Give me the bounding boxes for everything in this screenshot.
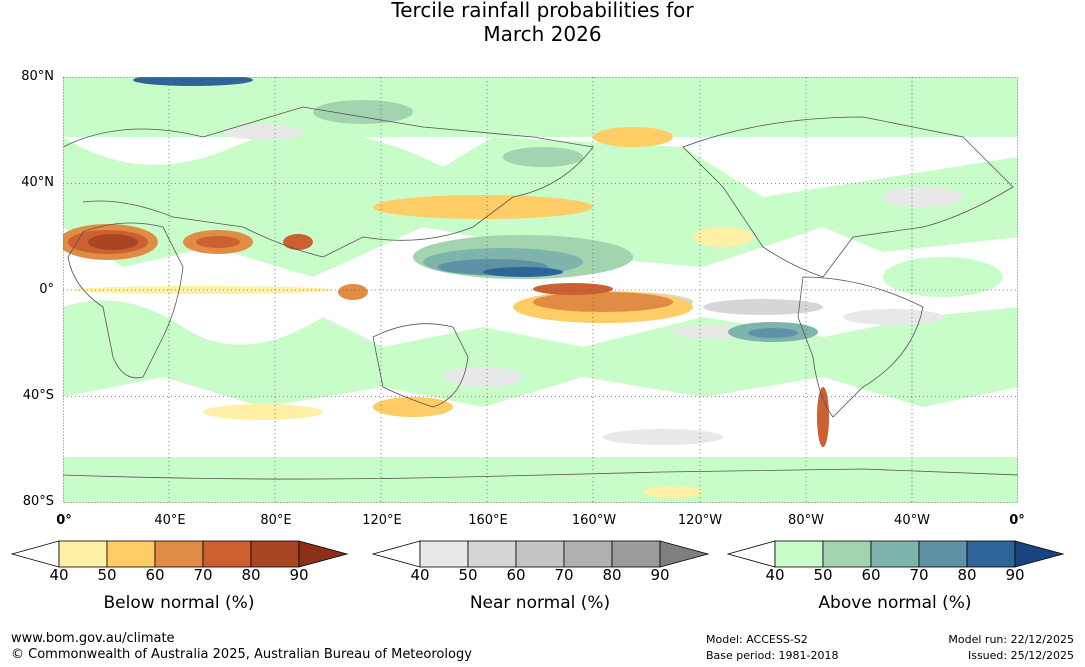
tick-below-50: 50 — [97, 566, 117, 584]
tick-below-40: 40 — [49, 566, 69, 584]
tick-below-80: 80 — [241, 566, 261, 584]
cbar-below-4 — [202, 540, 252, 568]
lon-label-40e: 40°E — [154, 513, 186, 528]
world-rainfall-map — [63, 77, 1018, 503]
south-america-coast — [797, 276, 924, 418]
tick-above-90: 90 — [1005, 566, 1025, 584]
north-america-coast — [682, 116, 1014, 278]
lat-label-80n: 80°N — [21, 69, 54, 84]
footer-model: Model: ACCESS-S2 — [706, 633, 808, 646]
coastlines — [63, 106, 1018, 480]
colorbar-above-label: Above normal (%) — [818, 593, 972, 613]
title-line-2: March 2026 — [483, 22, 602, 46]
tick-near-40: 40 — [410, 566, 430, 584]
africa-coast — [67, 222, 184, 379]
cbar-above-6 — [1014, 540, 1065, 568]
footer-model-run: Model run: 22/12/2025 — [948, 633, 1074, 646]
cbar-below-0 — [11, 540, 60, 568]
title-line-1: Tercile rainfall probabilities for — [391, 0, 694, 22]
lat-label-80s: 80°S — [22, 494, 54, 509]
lon-label-40w: 40°W — [894, 513, 930, 528]
cbar-near-6 — [659, 540, 710, 568]
australia-coast — [372, 323, 469, 408]
colorbar-near-label: Near normal (%) — [469, 593, 611, 613]
cbar-near-2 — [467, 540, 517, 568]
footer-copyright: © Commonwealth of Australia 2025, Austra… — [11, 647, 472, 662]
cbar-above-0 — [727, 540, 776, 568]
tick-above-70: 70 — [909, 566, 929, 584]
cbar-below-1 — [58, 540, 108, 568]
lat-label-40n: 40°N — [21, 175, 54, 190]
lon-label-160w: 160°W — [571, 513, 617, 528]
tick-near-60: 60 — [506, 566, 526, 584]
tick-near-90: 90 — [650, 566, 670, 584]
map-title: Tercile rainfall probabilities for March… — [0, 0, 1085, 46]
colorbar-below — [11, 540, 349, 568]
colorbar-above — [727, 540, 1065, 568]
lon-label-0: 0° — [56, 513, 72, 528]
cbar-below-2 — [106, 540, 156, 568]
tick-near-70: 70 — [554, 566, 574, 584]
lon-label-160e: 160°E — [468, 513, 508, 528]
cbar-above-2 — [822, 540, 872, 568]
cbar-near-3 — [515, 540, 565, 568]
colorbar-below-label: Below normal (%) — [103, 593, 255, 613]
cbar-near-5 — [611, 540, 661, 568]
tick-below-70: 70 — [193, 566, 213, 584]
antarctica-coast — [63, 468, 1018, 480]
tick-above-60: 60 — [861, 566, 881, 584]
europe-asia-coast — [63, 106, 594, 258]
cbar-above-4 — [918, 540, 968, 568]
cbar-near-4 — [563, 540, 613, 568]
cbar-below-5 — [250, 540, 300, 568]
cbar-below-3 — [154, 540, 204, 568]
lon-label-80w: 80°W — [788, 513, 824, 528]
graticule — [63, 77, 1018, 503]
lat-label-40s: 40°S — [22, 388, 54, 403]
tick-above-50: 50 — [813, 566, 833, 584]
footer-url: www.bom.gov.au/climate — [11, 631, 175, 646]
below-normal-areas — [63, 127, 829, 498]
lon-label-120e: 120°E — [362, 513, 402, 528]
lat-label-0: 0° — [39, 282, 54, 297]
lon-label-120w: 120°W — [677, 513, 723, 528]
tick-above-80: 80 — [957, 566, 977, 584]
map-frame — [63, 77, 1018, 503]
cbar-above-3 — [870, 540, 920, 568]
lon-label-0-right: 0° — [1009, 513, 1025, 528]
tick-above-40: 40 — [765, 566, 785, 584]
lon-label-80e: 80°E — [260, 513, 292, 528]
footer-issued: Issued: 25/12/2025 — [967, 649, 1074, 662]
cbar-near-0 — [372, 540, 421, 568]
cbar-below-6 — [298, 540, 349, 568]
colorbar-near — [372, 540, 710, 568]
tick-near-50: 50 — [458, 566, 478, 584]
cbar-above-5 — [966, 540, 1016, 568]
footer-base-period: Base period: 1981-2018 — [706, 649, 839, 662]
cbar-above-1 — [774, 540, 824, 568]
above-normal-strong — [133, 77, 818, 342]
cbar-near-1 — [419, 540, 469, 568]
tick-below-60: 60 — [145, 566, 165, 584]
tick-near-80: 80 — [602, 566, 622, 584]
tick-below-90: 90 — [289, 566, 309, 584]
